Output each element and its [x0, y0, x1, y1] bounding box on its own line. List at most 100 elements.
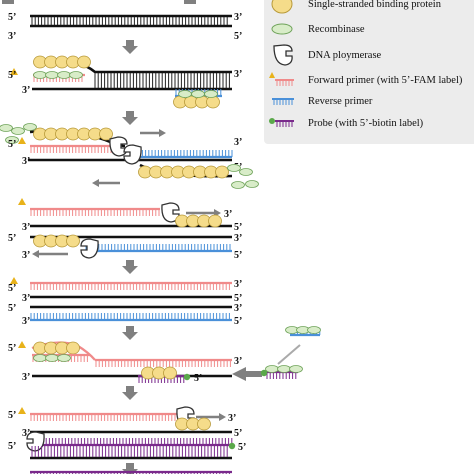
probe-icon [269, 118, 294, 127]
forward-primer-extension [30, 207, 160, 216]
template-dna-base-pairs [31, 17, 228, 25]
three-prime-label: 3’ [234, 279, 242, 290]
recombinase [277, 365, 291, 373]
five-prime-label: 5’ [8, 441, 16, 452]
three-prime-label: 3’ [22, 156, 30, 167]
recombinase [45, 354, 59, 362]
five-prime-label: 5’ [8, 139, 16, 150]
ssb-protein [77, 55, 91, 69]
legend-icons [269, 0, 294, 127]
recombinase [265, 365, 279, 373]
free-recombinase [231, 181, 245, 189]
three-prime-label: 3’ [228, 413, 236, 424]
forward-product [30, 412, 180, 421]
down-arrow-icon [122, 326, 138, 340]
recombinase [57, 71, 71, 79]
fam-label-icon [10, 68, 18, 75]
polymerase-icon [80, 238, 99, 259]
five-prime-label: 5’ [8, 303, 16, 314]
biotin-label-icon [228, 442, 236, 450]
recombinase [57, 354, 71, 362]
biotin-label-icon [260, 369, 268, 377]
three-prime-label: 3’ [8, 31, 16, 42]
extending-reverse-primer [135, 150, 233, 159]
forward-product [30, 281, 232, 290]
recombinase [45, 71, 59, 79]
recombinase [69, 71, 83, 79]
ssb-cluster [33, 127, 113, 141]
three-prime-label: 3’ [234, 69, 242, 80]
ssb-cluster [33, 55, 91, 69]
three-prime-label: 3’ [22, 293, 30, 304]
left-arrow-icon [232, 367, 262, 381]
three-prime-label: 3’ [22, 372, 30, 383]
recombinase [191, 90, 205, 98]
three-prime-label: 3’ [22, 316, 30, 327]
polymerase-body [80, 238, 99, 259]
ssb-protein [163, 366, 177, 380]
three-prime-label: 3’ [224, 209, 232, 220]
polymerase-icon [123, 144, 142, 165]
reverse-primer-extension [85, 244, 232, 253]
recombinase [307, 326, 321, 334]
ssb-cluster [175, 417, 211, 431]
down-arrow-icon [122, 260, 138, 274]
free-recombinase [23, 123, 37, 131]
probe-product [30, 470, 232, 474]
three-prime-label: 3’ [22, 222, 30, 233]
down-arrow-icon [2, 0, 14, 4]
polymerase-body [123, 144, 142, 165]
free-probe [266, 370, 298, 379]
fam-label-icon [18, 341, 26, 348]
three-prime-label: 3’ [234, 356, 242, 367]
ssb-cluster [33, 234, 80, 248]
polymerase-icon [273, 44, 293, 66]
free-recombinase [245, 180, 259, 188]
ssb-cluster [33, 341, 80, 355]
biotin-label-icon [183, 373, 191, 381]
five-prime-label: 5’ [8, 283, 16, 294]
forward-product [95, 358, 232, 367]
down-arrow-icon [122, 111, 138, 125]
base-pairs [31, 446, 228, 457]
ssb-cluster [175, 214, 222, 228]
ssb-cluster [173, 95, 220, 109]
ssb-protein [66, 234, 80, 248]
free-recombinase [239, 168, 253, 176]
free-recombinase [5, 136, 19, 144]
three-prime-label: 3’ [234, 303, 242, 314]
five-prime-label: 5’ [8, 70, 16, 81]
free-recombinase [0, 124, 13, 132]
three-prime-label: 3’ [234, 137, 242, 148]
reverse-primer-icon [272, 98, 294, 105]
recombinase [33, 354, 47, 362]
three-prime-label: 3’ [22, 250, 30, 261]
five-prime-label: 5’ [194, 373, 202, 384]
five-prime-label: 5’ [234, 250, 242, 261]
free-recombinase [227, 164, 241, 172]
ssb-protein [215, 165, 229, 179]
five-prime-label: 5’ [8, 233, 16, 244]
recombinase-icon [271, 23, 293, 35]
ssb-protein [197, 417, 211, 431]
three-prime-label: 3’ [22, 428, 30, 439]
down-arrow-icon [184, 0, 196, 4]
recombinase [204, 90, 218, 98]
five-prime-label: 5’ [8, 410, 16, 421]
legend-polymerase-label: DNA ploymerase [308, 50, 382, 61]
fam-label-icon [18, 198, 26, 205]
recombinase [33, 71, 47, 79]
five-prime-label: 5’ [238, 442, 246, 453]
five-prime-label: 5’ [234, 31, 242, 42]
ssb-cluster [138, 165, 229, 179]
three-prime-label: 3’ [234, 12, 242, 23]
double-arrow-icon [277, 344, 301, 365]
legend-panel: Single-stranded binding protein Recombin… [264, 0, 474, 144]
five-prime-label: 5’ [234, 293, 242, 304]
recombinase [178, 90, 192, 98]
legend-reverse-primer-label: Reverse primer [308, 96, 373, 107]
three-prime-label: 3’ [234, 233, 242, 244]
legend-recombinase-label: Recombinase [308, 24, 365, 35]
recombinase [289, 365, 303, 373]
